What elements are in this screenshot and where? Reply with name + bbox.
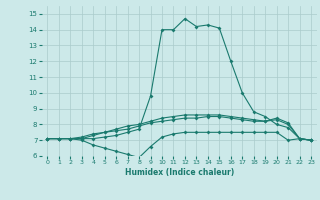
X-axis label: Humidex (Indice chaleur): Humidex (Indice chaleur) xyxy=(124,168,234,177)
